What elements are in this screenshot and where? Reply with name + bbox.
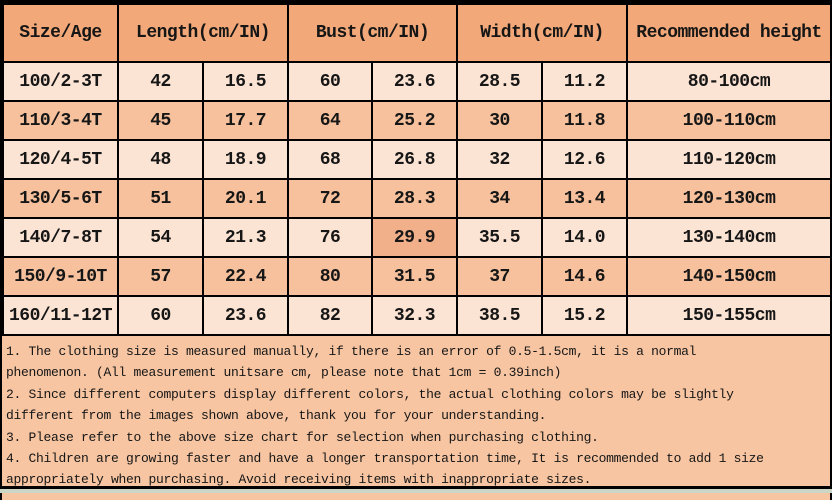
- cell-size_age: 120/4-5T: [2, 139, 119, 180]
- cell-bust_cm: 68: [287, 139, 373, 180]
- cell-length_cm: 51: [117, 178, 204, 219]
- cell-bust_in-highlighted: 29.9: [370, 217, 459, 258]
- cell-length_cm: 42: [117, 61, 204, 102]
- cell-width_cm: 28.5: [456, 61, 544, 102]
- cell-width_cm: 38.5: [456, 295, 544, 336]
- cell-width_in: 14.6: [541, 256, 629, 297]
- cell-width_in: 12.6: [541, 139, 629, 180]
- size-row: 100/2-3T 42 16.5 60 23.6 28.5 11.2 80-100cm: [2, 61, 832, 102]
- cell-length_cm: 45: [117, 100, 204, 141]
- cell-height: 130-140cm: [626, 217, 832, 258]
- cell-length_in: 23.6: [202, 295, 289, 336]
- column-header: Bust(cm/IN): [286, 3, 459, 63]
- cell-size_age: 160/11-12T: [2, 295, 119, 336]
- cell-bust_in: 23.6: [370, 61, 459, 102]
- cell-bust_cm: 64: [287, 100, 373, 141]
- cell-width_cm: 30: [456, 100, 544, 141]
- note-line: 3. Please refer to the above size chart …: [6, 429, 599, 445]
- cell-width_cm: 34: [456, 178, 544, 219]
- cell-length_cm: 60: [117, 295, 204, 336]
- column-header: Length(cm/IN): [117, 3, 289, 63]
- cell-length_in: 18.9: [202, 139, 289, 180]
- note-line: 4. Children are growing faster and have …: [6, 451, 764, 467]
- cell-length_cm: 54: [117, 217, 204, 258]
- cell-height: 120-130cm: [626, 178, 832, 219]
- cell-height: 100-110cm: [626, 100, 832, 141]
- cell-size_age: 110/3-4T: [2, 100, 119, 141]
- cell-length_in: 20.1: [202, 178, 289, 219]
- cell-width_cm: 32: [456, 139, 544, 180]
- size-row: 150/9-10T 57 22.4 80 31.5 37 14.6 140-150cm: [2, 256, 832, 297]
- cell-bust_cm: 60: [287, 61, 373, 102]
- cell-bust_cm: 82: [287, 295, 373, 336]
- column-header: Recommended height: [626, 3, 832, 63]
- cell-size_age: 130/5-6T: [2, 178, 119, 219]
- size-table-header-row: Size/Age Length(cm/IN) Bust(cm/IN) Width(cm…: [2, 3, 832, 63]
- note-line: appropriately when purchasing. Avoid rec…: [6, 472, 592, 488]
- size-row: 130/5-6T 51 20.1 72 28.3 34 13.4 120-130cm: [2, 178, 832, 219]
- cell-size_age: 140/7-8T: [2, 217, 119, 258]
- size-row: 160/11-12T 60 23.6 82 32.3 38.5 15.2 150-155cm: [2, 295, 832, 336]
- cell-length_cm: 48: [117, 139, 204, 180]
- cell-width_in: 13.4: [541, 178, 629, 219]
- cell-bust_cm: 80: [287, 256, 373, 297]
- column-header: Width(cm/IN): [456, 3, 629, 63]
- cell-width_cm: 35.5: [456, 217, 544, 258]
- cell-length_in: 16.5: [202, 61, 289, 102]
- note-line: different from the images shown above, t…: [6, 408, 547, 424]
- cell-bust_cm: 72: [287, 178, 373, 219]
- cell-width_cm: 37: [456, 256, 544, 297]
- size-table: Size/Age Length(cm/IN) Bust(cm/IN) Width(cm…: [2, 3, 832, 336]
- cell-bust_in: 32.3: [370, 295, 459, 336]
- note-line: 2. Since different computers display dif…: [6, 386, 734, 402]
- cell-bust_in: 25.2: [370, 100, 459, 141]
- cell-size_age: 100/2-3T: [2, 61, 119, 102]
- cell-length_in: 21.3: [202, 217, 289, 258]
- note-line: phenomenon. (All measurement unitsare cm…: [6, 365, 562, 381]
- cell-height: 140-150cm: [626, 256, 832, 297]
- bottom-strip: [0, 489, 832, 493]
- size-row: 140/7-8T 54 21.3 76 29.9 35.5 14.0 130-140cm: [2, 217, 832, 258]
- notes-section: 1. The clothing size is measured manuall…: [2, 336, 830, 489]
- cell-bust_in: 26.8: [370, 139, 459, 180]
- size-row: 110/3-4T 45 17.7 64 25.2 30 11.8 100-110cm: [2, 100, 832, 141]
- size-table-body: 100/2-3T 42 16.5 60 23.6 28.5 11.2 80-100cm 110/…: [2, 61, 832, 336]
- cell-height: 80-100cm: [626, 61, 832, 102]
- cell-bust_in: 28.3: [370, 178, 459, 219]
- cell-width_in: 15.2: [541, 295, 629, 336]
- note-line: 1. The clothing size is measured manuall…: [6, 344, 697, 359]
- cell-size_age: 150/9-10T: [2, 256, 119, 297]
- cell-width_in: 14.0: [541, 217, 629, 258]
- cell-height: 150-155cm: [626, 295, 832, 336]
- cell-bust_in: 31.5: [370, 256, 459, 297]
- cell-length_in: 17.7: [202, 100, 289, 141]
- size-row: 120/4-5T 48 18.9 68 26.8 32 12.6 110-120cm: [2, 139, 832, 180]
- cell-length_cm: 57: [117, 256, 204, 297]
- cell-height: 110-120cm: [626, 139, 832, 180]
- cell-width_in: 11.2: [541, 61, 629, 102]
- cell-bust_cm: 76: [287, 217, 373, 258]
- cell-length_in: 22.4: [202, 256, 289, 297]
- column-header: Size/Age: [2, 3, 119, 63]
- cell-width_in: 11.8: [541, 100, 629, 141]
